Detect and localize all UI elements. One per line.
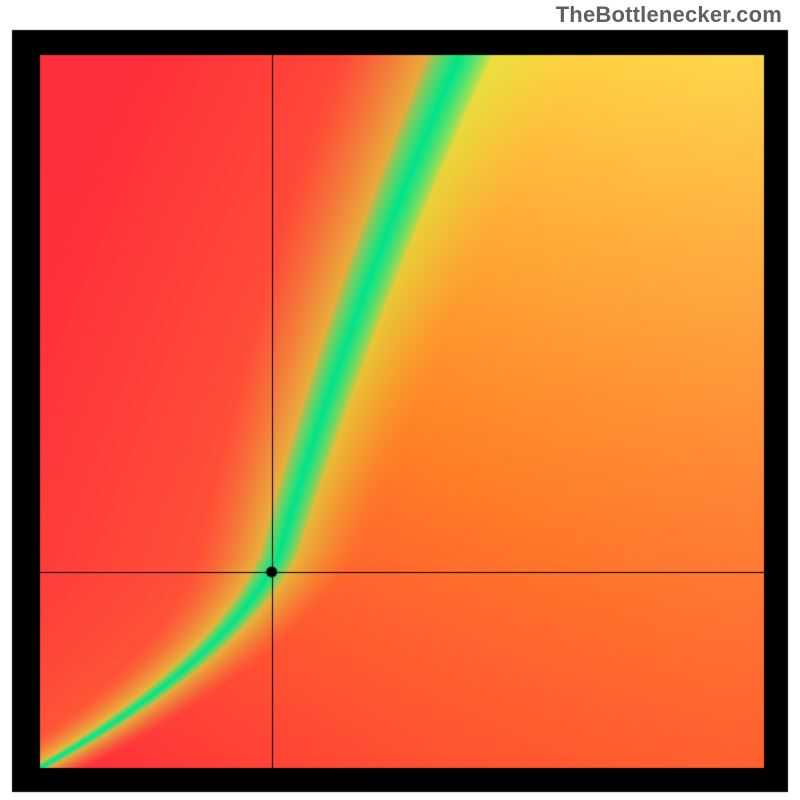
chart-container: TheBottlenecker.com — [0, 0, 800, 800]
watermark-text: TheBottlenecker.com — [556, 2, 782, 28]
bottleneck-heatmap — [0, 0, 800, 800]
